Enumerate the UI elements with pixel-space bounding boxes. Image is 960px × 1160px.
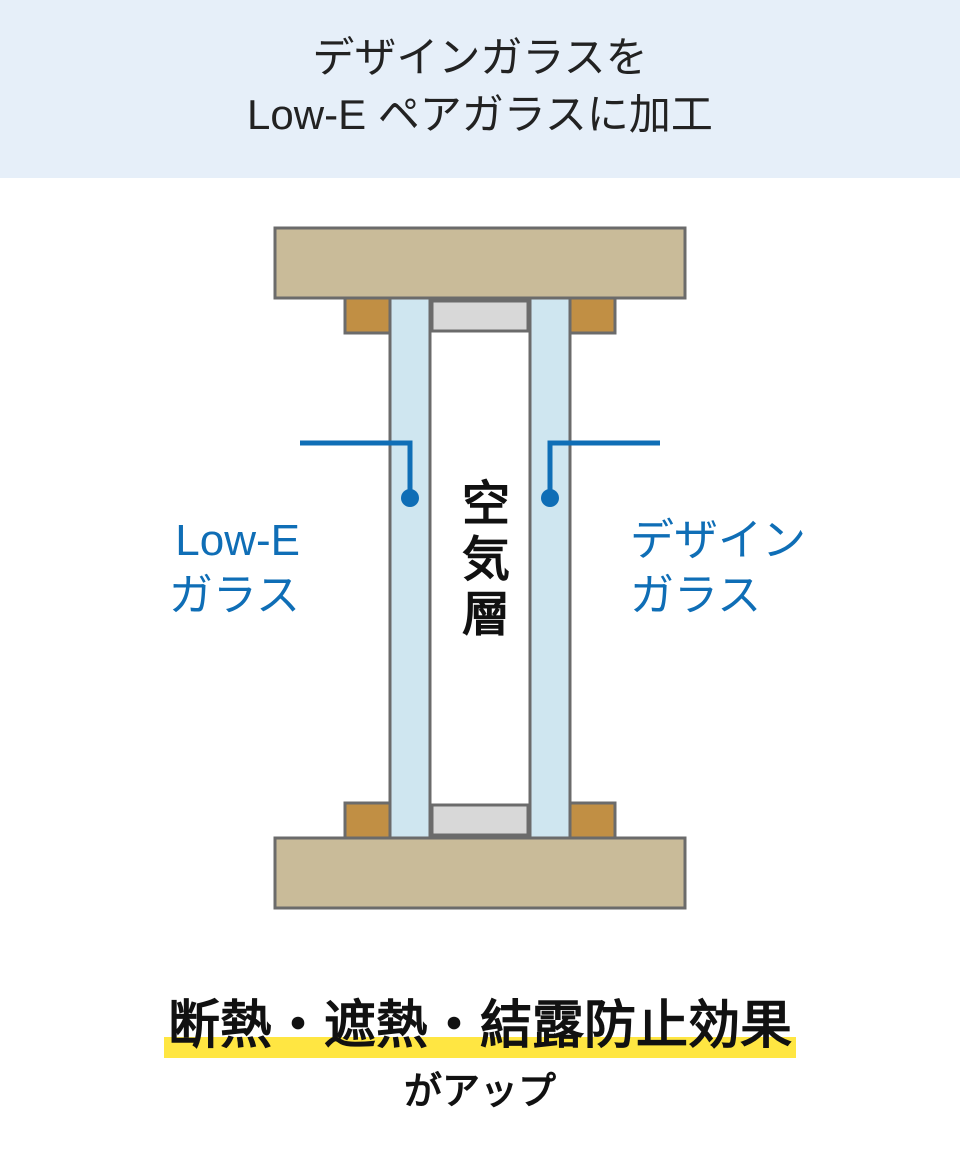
label-left-l1: Low-E [175, 516, 300, 565]
footer-highlight: 断熱・遮熱・結露防止効果 [164, 983, 796, 1058]
label-center: 空気層 [445, 478, 515, 644]
header-line-1: デザインガラスを [0, 30, 960, 87]
header-band: デザインガラスを Low-E ペアガラスに加工 [0, 0, 960, 178]
label-left-l2: ガラス [169, 571, 300, 620]
label-left: Low-E ガラス [169, 513, 300, 623]
diagram: Low-E ガラス デザイン ガラス 空気層 [0, 178, 960, 958]
footer-sub: がアップ [0, 1060, 960, 1115]
footer: 断熱・遮熱・結露防止効果 がアップ [0, 983, 960, 1115]
label-right: デザイン ガラス [630, 513, 806, 623]
label-right-l1: デザイン [630, 516, 806, 565]
header-line-2: Low-E ペアガラスに加工 [0, 87, 960, 144]
label-right-l2: ガラス [630, 571, 761, 620]
